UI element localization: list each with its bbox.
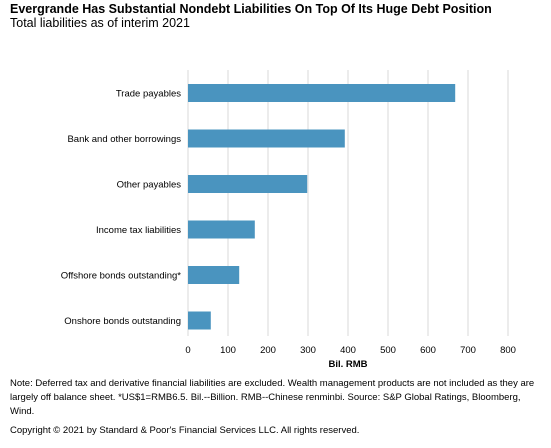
bar <box>188 220 255 239</box>
category-label: Bank and other borrowings <box>67 134 181 145</box>
x-axis: 0 100 200 300 400 500 600 700 800 <box>185 345 516 356</box>
x-axis-title: Bil. RMB <box>328 359 367 370</box>
bar <box>188 175 308 193</box>
x-tick-label: 800 <box>500 345 516 356</box>
category-label: Income tax liabilities <box>96 225 181 236</box>
category-label: Trade payables <box>116 89 181 100</box>
category-label: Other payables <box>117 180 182 191</box>
bar <box>188 129 345 148</box>
category-label: Onshore bonds outstanding <box>64 316 181 327</box>
x-tick-label: 300 <box>300 345 316 356</box>
bar-chart: Trade payables Bank and other borrowings O… <box>61 70 516 370</box>
chart-note: Note: Deferred tax and derivative financ… <box>10 378 535 417</box>
gridlines <box>187 70 509 336</box>
x-tick-label: 0 <box>185 345 190 356</box>
x-tick-label: 400 <box>340 345 356 356</box>
x-tick-label: 100 <box>220 345 236 356</box>
category-labels: Trade payables Bank and other borrowings O… <box>61 89 182 328</box>
x-tick-label: 500 <box>380 345 396 356</box>
chart-title: Evergrande Has Substantial Nondebt Liabi… <box>10 2 492 16</box>
x-tick-label: 200 <box>260 345 276 356</box>
category-label: Offshore bonds outstanding* <box>61 271 182 282</box>
x-tick-label: 600 <box>420 345 436 356</box>
x-tick-label: 700 <box>460 345 476 356</box>
bars <box>188 84 456 330</box>
bar <box>188 311 211 330</box>
chart-subtitle: Total liabilities as of interim 2021 <box>10 16 190 30</box>
bar <box>188 84 456 102</box>
copyright: Copyright © 2021 by Standard & Poor's Fi… <box>10 425 360 436</box>
bar <box>188 266 240 284</box>
